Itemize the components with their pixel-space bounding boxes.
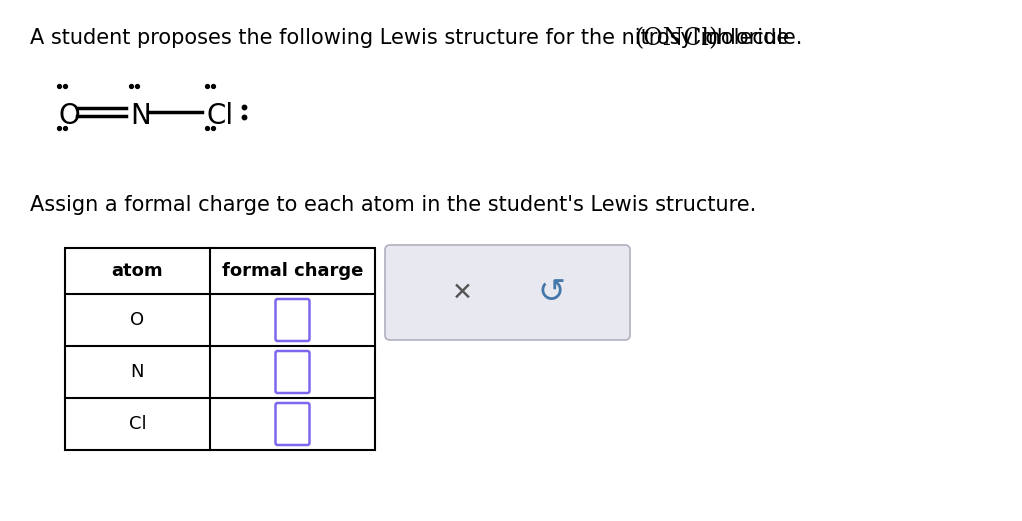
Text: O: O [131,311,144,329]
Text: formal charge: formal charge [222,262,363,280]
Text: ↺: ↺ [538,276,566,309]
Text: ✕: ✕ [452,280,472,304]
Text: atom: atom [111,262,164,280]
Text: Cl: Cl [129,415,146,433]
FancyBboxPatch shape [385,245,630,340]
Text: Cl: Cl [206,102,233,130]
Text: (ONCl): (ONCl) [634,27,718,50]
Text: molecule.: molecule. [694,28,802,48]
Text: A student proposes the following Lewis structure for the nitrosyl chloride: A student proposes the following Lewis s… [30,28,796,48]
Text: Assign a formal charge to each atom in the student's Lewis structure.: Assign a formal charge to each atom in t… [30,195,756,215]
FancyBboxPatch shape [276,403,310,445]
Text: N: N [130,102,151,130]
Text: O: O [58,102,80,130]
Bar [65,248,375,450]
FancyBboxPatch shape [276,351,310,393]
FancyBboxPatch shape [276,299,310,341]
Text: N: N [131,363,144,381]
